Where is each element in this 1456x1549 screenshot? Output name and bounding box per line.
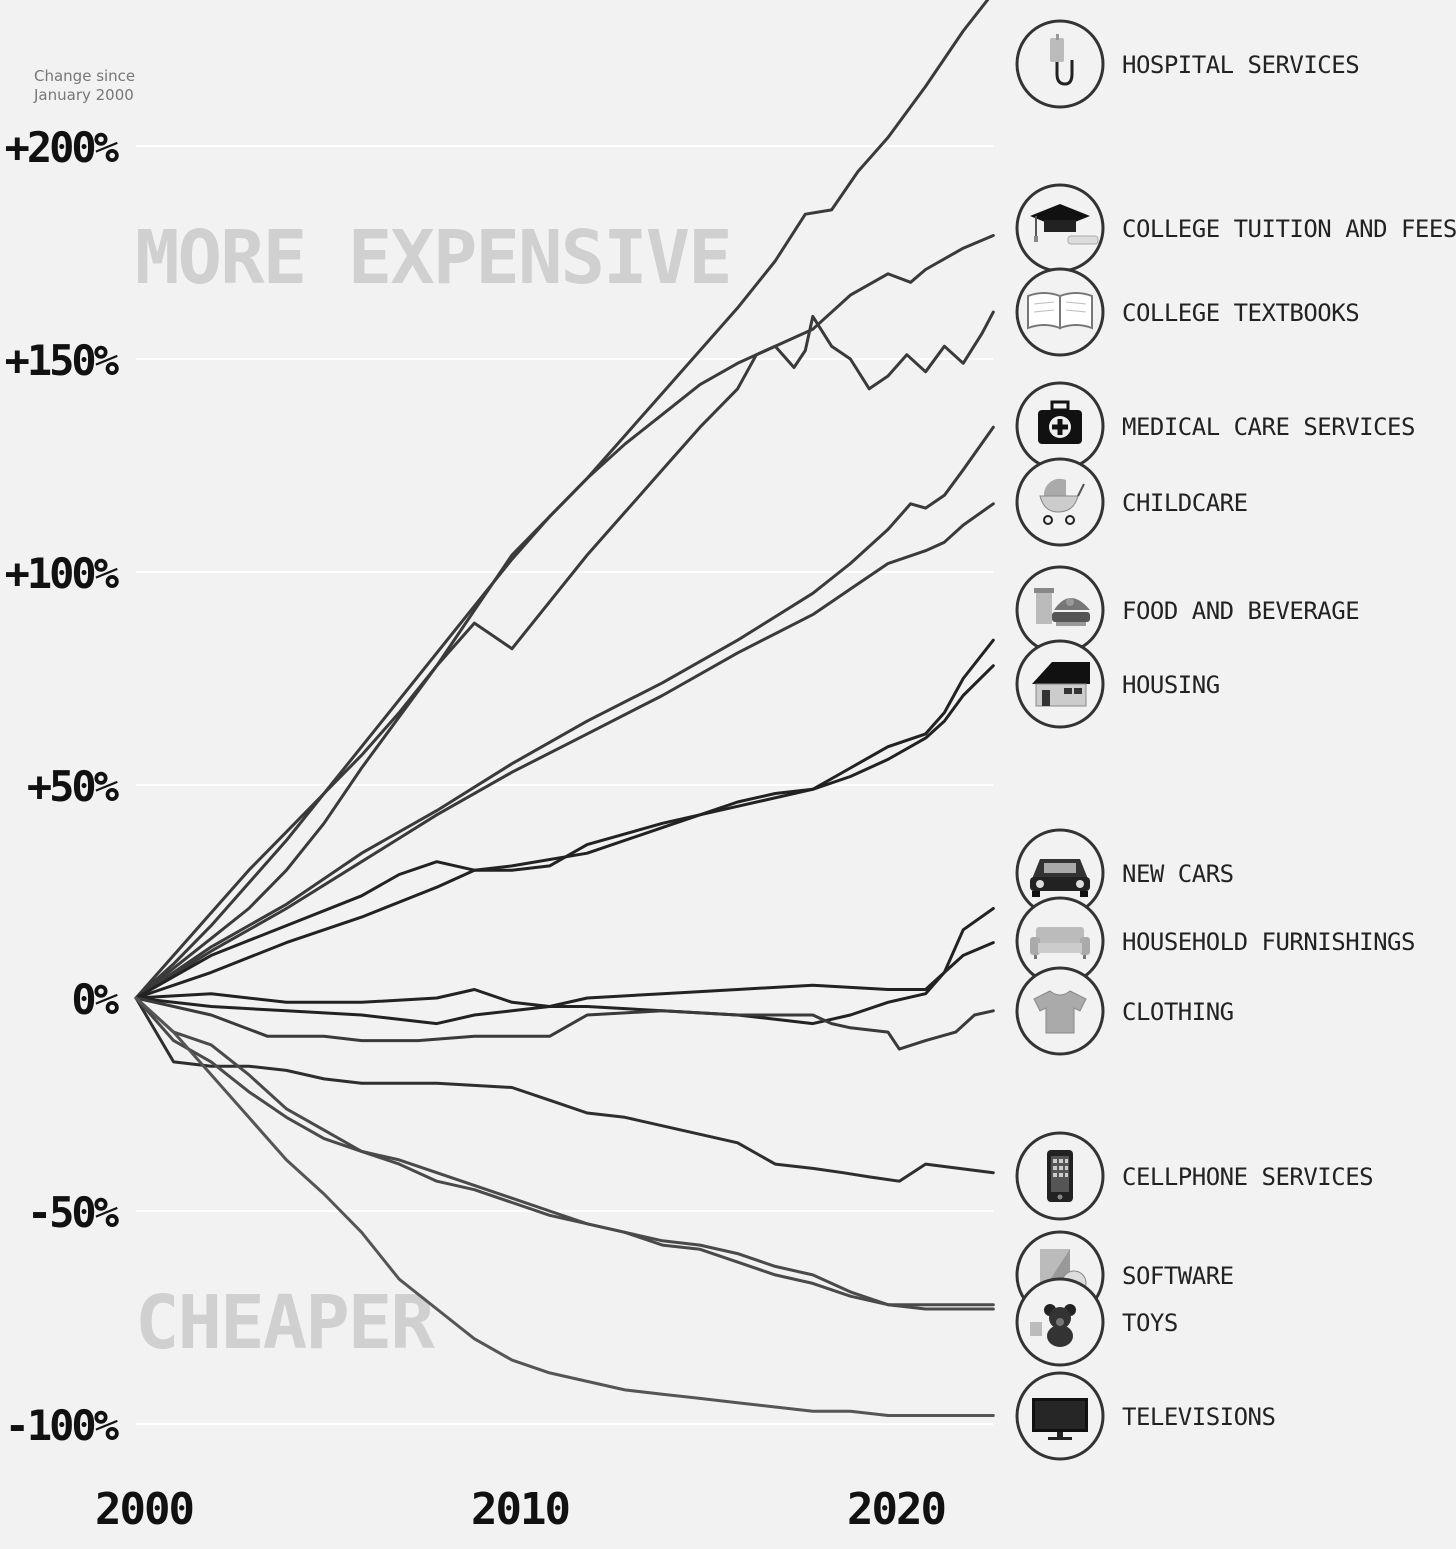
series-label: COLLEGE TEXTBOOKS xyxy=(1122,299,1359,327)
y-tick-label: -50% xyxy=(27,1188,119,1237)
x-tick-label: 2010 xyxy=(471,1484,569,1535)
change-note-line-1: Change since xyxy=(34,67,135,85)
change-note-line-2: January 2000 xyxy=(33,86,134,104)
series-label: SOFTWARE xyxy=(1122,1262,1234,1290)
smartphone-icon xyxy=(1047,1150,1073,1202)
legend-item: FOOD AND BEVERAGE xyxy=(1015,565,1360,655)
series-line-television xyxy=(134,996,995,1417)
y-tick-label: +150% xyxy=(5,336,119,385)
x-tick-label: 2000 xyxy=(95,1484,193,1535)
legend-item: COLLEGE TUITION AND FEES xyxy=(1015,183,1456,273)
series-line-hospital-iv xyxy=(134,0,990,1000)
series-label: HOSPITAL SERVICES xyxy=(1122,51,1359,79)
legend-item: MEDICAL CARE SERVICES xyxy=(1015,381,1415,471)
series-line-medical-kit xyxy=(134,425,995,1000)
series-label: TELEVISIONS xyxy=(1122,1403,1275,1431)
grid-lines xyxy=(136,145,994,1425)
series-line-graduation-cap xyxy=(134,234,995,1000)
y-axis-ticks: +200% +150% +100% +50% 0% -50% -100% xyxy=(5,123,122,1450)
legend-item: HOSPITAL SERVICES xyxy=(1015,19,1360,109)
series-label: NEW CARS xyxy=(1122,860,1234,888)
zone-label-cheaper: CHEAPER xyxy=(135,1280,435,1366)
series-line-shirt xyxy=(134,996,995,1051)
series-line-software-disc xyxy=(134,996,995,1307)
series-label: CLOTHING xyxy=(1122,998,1234,1026)
series-label: CELLPHONE SERVICES xyxy=(1122,1163,1373,1191)
series-line-food-basket xyxy=(134,638,995,1000)
series-line-stroller xyxy=(134,502,995,1000)
x-tick-label: 2020 xyxy=(847,1484,945,1535)
series-legend: HOSPITAL SERVICES COLLEGE TUITION AND FEE… xyxy=(1015,19,1456,1461)
x-axis-ticks: 2000 2010 2020 xyxy=(95,1484,947,1535)
series-label: MEDICAL CARE SERVICES xyxy=(1122,413,1415,441)
series-line-open-book xyxy=(134,310,995,1000)
legend-item: CLOTHING xyxy=(1015,966,1234,1056)
y-tick-label: +200% xyxy=(5,123,119,172)
series-label: COLLEGE TUITION AND FEES xyxy=(1122,215,1456,243)
legend-item: TELEVISIONS xyxy=(1015,1371,1276,1461)
legend-item: CELLPHONE SERVICES xyxy=(1015,1131,1374,1221)
series-line-sofa xyxy=(134,941,995,1026)
series-label: TOYS xyxy=(1122,1309,1178,1337)
series-line-smartphone xyxy=(134,996,995,1183)
legend-item: COLLEGE TEXTBOOKS xyxy=(1015,267,1360,357)
y-tick-label: +50% xyxy=(27,762,119,811)
zone-label-more-expensive: MORE EXPENSIVE xyxy=(135,215,731,301)
legend-item: HOUSEHOLD FURNISHINGS xyxy=(1015,896,1415,986)
series-label: CHILDCARE xyxy=(1122,489,1248,517)
series-label: FOOD AND BEVERAGE xyxy=(1122,597,1359,625)
open-book-icon xyxy=(1027,292,1093,329)
series-line-house xyxy=(134,664,995,1000)
y-tick-label: -100% xyxy=(5,1401,119,1450)
legend-badge xyxy=(1015,19,1105,109)
series-line-car xyxy=(134,907,995,1008)
y-tick-label: +100% xyxy=(5,549,119,598)
series-lines xyxy=(134,0,995,1417)
legend-item: HOUSING xyxy=(1015,639,1220,729)
y-tick-label: 0% xyxy=(71,975,118,1024)
series-line-teddy-bear xyxy=(134,996,995,1311)
series-label: HOUSING xyxy=(1122,671,1220,699)
legend-item: TOYS xyxy=(1015,1277,1178,1367)
series-label: HOUSEHOLD FURNISHINGS xyxy=(1122,928,1415,956)
legend-item: NEW CARS xyxy=(1015,828,1234,918)
legend-item: CHILDCARE xyxy=(1015,457,1248,547)
